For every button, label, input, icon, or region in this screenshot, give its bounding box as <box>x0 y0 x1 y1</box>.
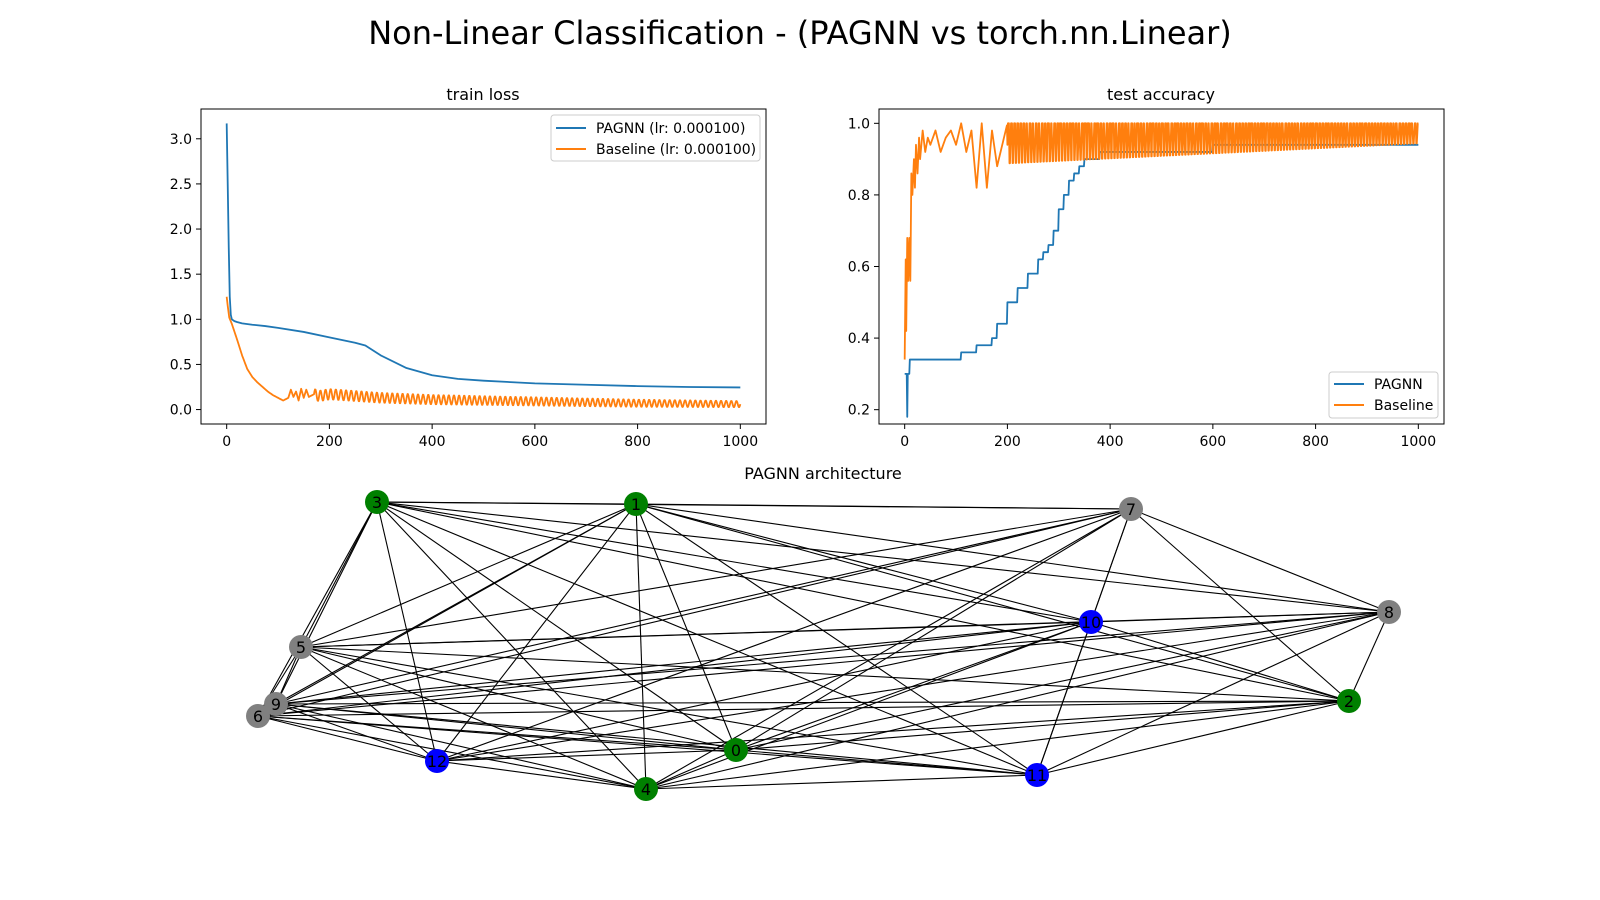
train-loss-x-tick-label: 800 <box>624 434 651 450</box>
train-loss-x-tick-label: 1000 <box>722 434 758 450</box>
graph-edge-1-12 <box>437 504 636 761</box>
train-loss-y-tick-label: 1.5 <box>170 267 192 283</box>
train-loss-chart: train loss 0 200 400 600 800 1000 0.0 0.5 1.0 1.… <box>170 85 766 450</box>
graph-node-label: 6 <box>253 707 263 726</box>
train-loss-y-tick-label: 0.5 <box>170 357 192 373</box>
train-loss-legend: PAGNN (lr: 0.000100) Baseline (lr: 0.000… <box>551 115 760 161</box>
test-accuracy-y-tick-label: 0.6 <box>848 260 870 276</box>
graph-edge-7-5 <box>301 509 1131 647</box>
train-loss-y-tick-label: 2.0 <box>170 222 192 238</box>
test-accuracy-x-tick-label: 200 <box>994 434 1021 450</box>
train-loss-y-axis: 0.0 0.5 1.0 1.5 2.0 2.5 3.0 <box>170 132 201 419</box>
train-loss-y-tick-label: 0.0 <box>170 403 192 419</box>
test-accuracy-x-tick-label: 400 <box>1097 434 1124 450</box>
graph-node-label: 11 <box>1027 766 1047 785</box>
train-loss-title: train loss <box>446 85 519 104</box>
graph-edge-7-6 <box>258 509 1131 716</box>
graph-edge-12-2 <box>437 701 1349 761</box>
graph-edge-8-2 <box>1349 612 1389 701</box>
train-loss-x-tick-label: 200 <box>316 434 343 450</box>
train-loss-series <box>227 123 741 407</box>
graph-node-label: 10 <box>1081 613 1101 632</box>
test-accuracy-legend-label-pagnn: PAGNN <box>1374 377 1423 393</box>
test-accuracy-x-tick-label: 1000 <box>1400 434 1436 450</box>
graph-edge-7-8 <box>1131 509 1389 612</box>
train-loss-y-tick-label: 2.5 <box>170 177 192 193</box>
test-accuracy-y-tick-label: 0.8 <box>848 188 870 204</box>
test-accuracy-x-tick-label: 800 <box>1302 434 1329 450</box>
train-loss-legend-label-pagnn: PAGNN (lr: 0.000100) <box>596 121 745 137</box>
graph-edge-10-8 <box>1091 612 1389 622</box>
graph-node-label: 12 <box>427 752 447 771</box>
graph-edge-3-2 <box>377 502 1349 701</box>
graph-title: PAGNN architecture <box>744 464 902 483</box>
graph-node-label: 7 <box>1126 500 1136 519</box>
graph-node-2: 2 <box>1337 689 1361 713</box>
train-loss-legend-label-baseline: Baseline (lr: 0.000100) <box>596 142 756 158</box>
figure-title: Non-Linear Classification - (PAGNN vs to… <box>368 14 1232 52</box>
test-accuracy-y-tick-label: 1.0 <box>848 116 870 132</box>
graph-edge-11-2 <box>1037 701 1349 775</box>
graph-node-7: 7 <box>1119 497 1143 521</box>
train-loss-y-tick-label: 3.0 <box>170 132 192 148</box>
test-accuracy-series-baseline <box>905 123 1419 359</box>
test-accuracy-legend-label-baseline: Baseline <box>1374 398 1433 414</box>
graph-edge-1-10 <box>636 504 1091 622</box>
graph-edge-7-4 <box>646 509 1131 789</box>
graph-node-label: 1 <box>631 495 641 514</box>
graph-node-label: 9 <box>271 695 281 714</box>
graph-node-4: 4 <box>634 777 658 801</box>
graph-node-label: 8 <box>1384 603 1394 622</box>
graph-node-label: 5 <box>296 638 306 657</box>
graph-node-11: 11 <box>1025 763 1049 787</box>
graph-node-5: 5 <box>289 635 313 659</box>
graph-node-9: 9 <box>264 692 288 716</box>
graph-node-8: 8 <box>1377 600 1401 624</box>
test-accuracy-legend: PAGNN Baseline <box>1329 372 1438 418</box>
graph-node-label: 0 <box>731 741 741 760</box>
graph-node-label: 2 <box>1344 692 1354 711</box>
graph-edge-9-4 <box>276 704 646 789</box>
graph-edge-7-2 <box>1131 509 1349 701</box>
graph-node-0: 0 <box>724 738 748 762</box>
graph-edge-1-6 <box>258 504 636 716</box>
graph-edge-10-11 <box>1037 622 1091 775</box>
test-accuracy-x-axis: 0 200 400 600 800 1000 <box>900 424 1436 450</box>
test-accuracy-y-tick-label: 0.2 <box>848 403 870 419</box>
test-accuracy-chart: test accuracy 0 200 400 600 800 1000 0.20.40.… <box>848 85 1444 450</box>
graph-edge-0-11 <box>736 750 1037 775</box>
train-loss-x-tick-label: 400 <box>419 434 446 450</box>
graph-edges <box>258 502 1389 789</box>
test-accuracy-y-tick-label: 0.4 <box>848 331 870 347</box>
train-loss-series-baseline <box>227 297 741 407</box>
train-loss-y-tick-label: 1.0 <box>170 312 192 328</box>
train-loss-x-axis: 0 200 400 600 800 1000 <box>222 424 758 450</box>
graph-node-label: 4 <box>641 780 651 799</box>
graph-edge-3-8 <box>377 502 1389 612</box>
graph-edge-1-5 <box>301 504 636 647</box>
graph-node-label: 3 <box>372 493 382 512</box>
train-loss-x-tick-label: 0 <box>222 434 231 450</box>
graph-edge-1-7 <box>636 504 1131 509</box>
graph-node-10: 10 <box>1079 610 1103 634</box>
test-accuracy-x-tick-label: 600 <box>1199 434 1226 450</box>
graph-edge-3-6 <box>258 502 377 716</box>
train-loss-series-pagnn <box>227 123 741 387</box>
test-accuracy-y-axis: 0.2 0.4 0.6 0.8 1.0 <box>848 116 879 418</box>
test-accuracy-title: test accuracy <box>1107 85 1215 104</box>
graph-edge-5-4 <box>301 647 646 789</box>
graph-node-12: 12 <box>425 749 449 773</box>
graph-node-3: 3 <box>365 490 389 514</box>
test-accuracy-x-tick-label: 0 <box>900 434 909 450</box>
train-loss-x-tick-label: 600 <box>521 434 548 450</box>
graph-edge-1-0 <box>636 504 736 750</box>
graph-node-1: 1 <box>624 492 648 516</box>
graph-edge-3-9 <box>276 502 377 704</box>
